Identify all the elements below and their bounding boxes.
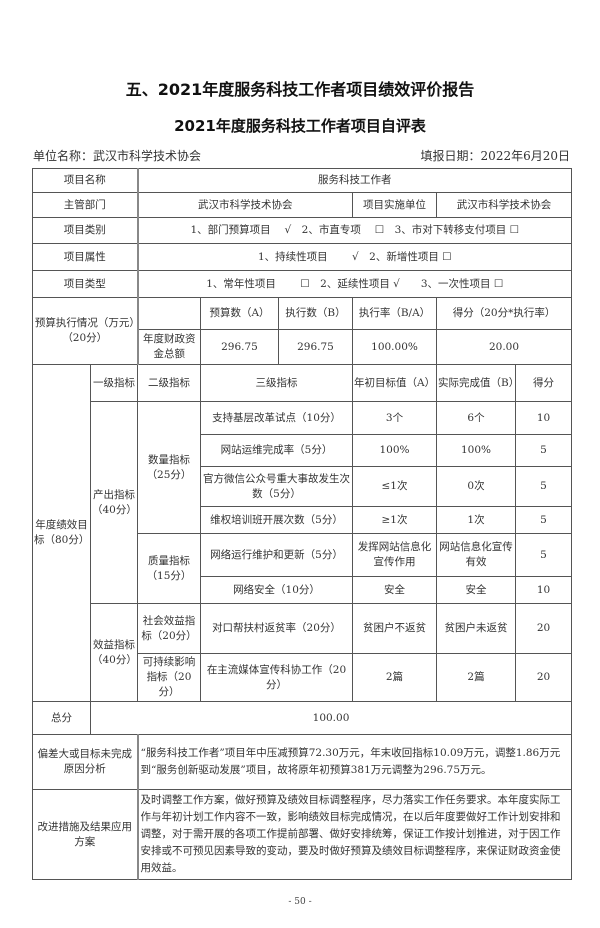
cell-value: 296.75 [200, 329, 279, 365]
cell-score: 10 [514, 401, 573, 435]
page-number: - 50 - [288, 897, 312, 907]
cell-target: ≥1次 [352, 506, 437, 534]
cell-score: 5 [514, 506, 573, 534]
cell-header: 执行率（B/A） [352, 297, 437, 330]
cell-header: 实际完成值（B） [436, 364, 519, 402]
cell-target: 发挥网站信息化宣传作用 [352, 533, 437, 577]
cell-text: “服务科技工作者”项目年中压减预算72.30万元，年末收回指标10.09万元，调… [136, 734, 573, 790]
cell-label: 偏差大或目标未完成原因分析 [32, 734, 139, 790]
table-row: 官方微信公众号重大事故发生次数（5分） ≤1次 0次 5 [33, 466, 573, 507]
cell-header: 二级指标 [137, 364, 201, 402]
cell-empty [137, 297, 201, 330]
cell-score: 20 [514, 653, 573, 702]
cell-header: 年初目标值（A） [352, 364, 437, 402]
cell-target: 安全 [352, 576, 437, 604]
cell-header: 一级指标 [90, 364, 138, 402]
cell-label: 总分 [32, 701, 91, 735]
row-project-name: 项目名称 服务科技工作者 [32, 168, 573, 193]
cell-l3: 网络运行维护和更新（5分） [200, 533, 353, 577]
cell-label: 项目类型 [32, 270, 139, 298]
cell-score: 10 [514, 576, 573, 604]
meta-row: 单位名称：武汉市科学技术协会 填报日期：2022年6月20日 [33, 148, 570, 164]
cell-header: 三级指标 [200, 364, 353, 402]
cell-label: 项目实施单位 [352, 192, 437, 218]
cell-value: 1、持续性项目 √ 2、新增性项目 ☐ [136, 243, 573, 271]
cell-actual: 1次 [436, 506, 516, 534]
cell-value: 100.00% [352, 329, 437, 365]
cell-header: 得分 [514, 364, 573, 402]
cell-target: 3个 [352, 401, 437, 435]
cell-l3: 对口帮扶村返贫率（20分） [200, 603, 353, 654]
row-attr: 项目属性 1、持续性项目 √ 2、新增性项目 ☐ [32, 243, 573, 271]
cell-header: 预算数（A） [200, 297, 279, 330]
cell-value: 武汉市科学技术协会 [137, 192, 353, 218]
cell-actual: 100% [436, 434, 516, 467]
cell-value: 296.75 [278, 329, 353, 365]
cell-label: 年度绩效目标（80分） [32, 364, 91, 702]
cell-target: 贫困户不返贫 [352, 603, 437, 654]
cell-target: ≤1次 [352, 466, 437, 507]
report-title: 五、2021年度服务科技工作者项目绩效评价报告 [125, 80, 475, 99]
cell-value: 100.00 [89, 701, 573, 735]
cell-value: 服务科技工作者 [136, 168, 573, 193]
cell-text: 及时调整工作方案，做好预算及绩效目标调整程序，尽力落实工作任务要求。本年度实际工… [136, 789, 573, 880]
cell-label: 主管部门 [32, 192, 139, 218]
table-row: 可持续影响指标（20分） 在主流媒体宣传科协工作（20分） 2篇 2篇 20 [33, 653, 573, 702]
cell-l2: 可持续影响指标（20分） [137, 653, 201, 702]
self-evaluation-table: 项目名称 服务科技工作者 主管部门 武汉市科学技术协会 项目实施单位 武汉市科学… [32, 168, 573, 880]
unit-name: 单位名称：武汉市科学技术协会 [33, 149, 202, 163]
cell-l2: 社会效益指标（20分） [137, 603, 201, 654]
cell-l3: 网站运维完成率（5分） [200, 434, 353, 467]
row-deviation: 偏差大或目标未完成原因分析 “服务科技工作者”项目年中压减预算72.30万元，年… [32, 734, 573, 790]
table-title: 2021年度服务科技工作者项目自评表 [174, 117, 426, 135]
cell-header: 执行数（B） [278, 297, 353, 330]
table-row: 效益指标（40分） 社会效益指标（20分） 对口帮扶村返贫率（20分） 贫困户不… [33, 603, 573, 702]
cell-actual: 安全 [436, 576, 516, 604]
row-budget-values: 年度财政资金总额 296.75 296.75 100.00% 20.00 [33, 329, 573, 365]
cell-l1: 效益指标（40分） [90, 603, 138, 702]
cell-l1: 产出指标（40分） [90, 401, 138, 604]
cell-value: 1、部门预算项目 √ 2、市直专项 ☐ 3、市对下转移支付项目 ☐ [136, 217, 573, 244]
cell-actual: 6个 [436, 401, 516, 435]
table-row: 质量指标（15分） 网络运行维护和更新（5分） 发挥网站信息化宣传作用 网站信息… [33, 533, 573, 604]
cell-target: 2篇 [352, 653, 437, 702]
cell-l3: 支持基层改革试点（10分） [200, 401, 353, 435]
cell-target: 100% [352, 434, 437, 467]
cell-actual: 2篇 [436, 653, 516, 702]
cell-actual: 0次 [436, 466, 516, 507]
cell-label: 预算执行情况（万元）（20分） [32, 297, 139, 365]
cell-label: 项目属性 [32, 243, 139, 271]
cell-score: 5 [514, 466, 573, 507]
cell-score: 20 [514, 603, 573, 654]
cell-score: 5 [514, 533, 573, 577]
row-budget-header: 预算执行情况（万元）（20分） 预算数（A） 执行数（B） 执行率（B/A） 得… [32, 297, 573, 365]
fill-date: 填报日期：2022年6月20日 [420, 149, 570, 163]
cell-l3: 在主流媒体宣传科协工作（20分） [200, 653, 353, 702]
cell-actual: 网站信息化宣传有效 [436, 533, 516, 577]
cell-label: 改进措施及结果应用方案 [32, 789, 139, 880]
cell-l2: 数量指标（25分） [137, 401, 201, 534]
cell-label: 项目类别 [32, 217, 139, 244]
cell-label: 年度财政资金总额 [137, 329, 201, 365]
cell-value: 20.00 [435, 329, 573, 365]
cell-value: 武汉市科学技术协会 [435, 192, 573, 218]
cell-actual: 贫困户未返贫 [436, 603, 516, 654]
cell-label: 项目名称 [32, 168, 139, 193]
table-row: 维权培训班开展次数（5分） ≥1次 1次 5 [33, 506, 573, 534]
row-improve: 改进措施及结果应用方案 及时调整工作方案，做好预算及绩效目标调整程序，尽力落实工… [32, 789, 573, 880]
table-row: 产出指标（40分） 数量指标（25分） 支持基层改革试点（10分） 3个 6个 … [33, 401, 573, 604]
row-category: 项目类别 1、部门预算项目 √ 2、市直专项 ☐ 3、市对下转移支付项目 ☐ [32, 217, 573, 244]
cell-value: 1、常年性项目 ☐ 2、延续性项目 √ 3、一次性项目 ☐ [136, 270, 573, 298]
cell-header: 得分（20分*执行率） [435, 297, 573, 330]
row-total: 总分 100.00 [32, 701, 573, 735]
row-perf-header: 年度绩效目标（80分） 一级指标 二级指标 三级指标 年初目标值（A） 实际完成… [32, 364, 573, 702]
cell-l2: 质量指标（15分） [137, 533, 201, 604]
cell-l3: 维权培训班开展次数（5分） [200, 506, 353, 534]
cell-score: 5 [514, 434, 573, 467]
cell-l3: 官方微信公众号重大事故发生次数（5分） [200, 466, 353, 507]
row-type: 项目类型 1、常年性项目 ☐ 2、延续性项目 √ 3、一次性项目 ☐ [32, 270, 573, 298]
cell-l3: 网络安全（10分） [200, 576, 353, 604]
row-dept: 主管部门 武汉市科学技术协会 项目实施单位 武汉市科学技术协会 [32, 192, 573, 218]
